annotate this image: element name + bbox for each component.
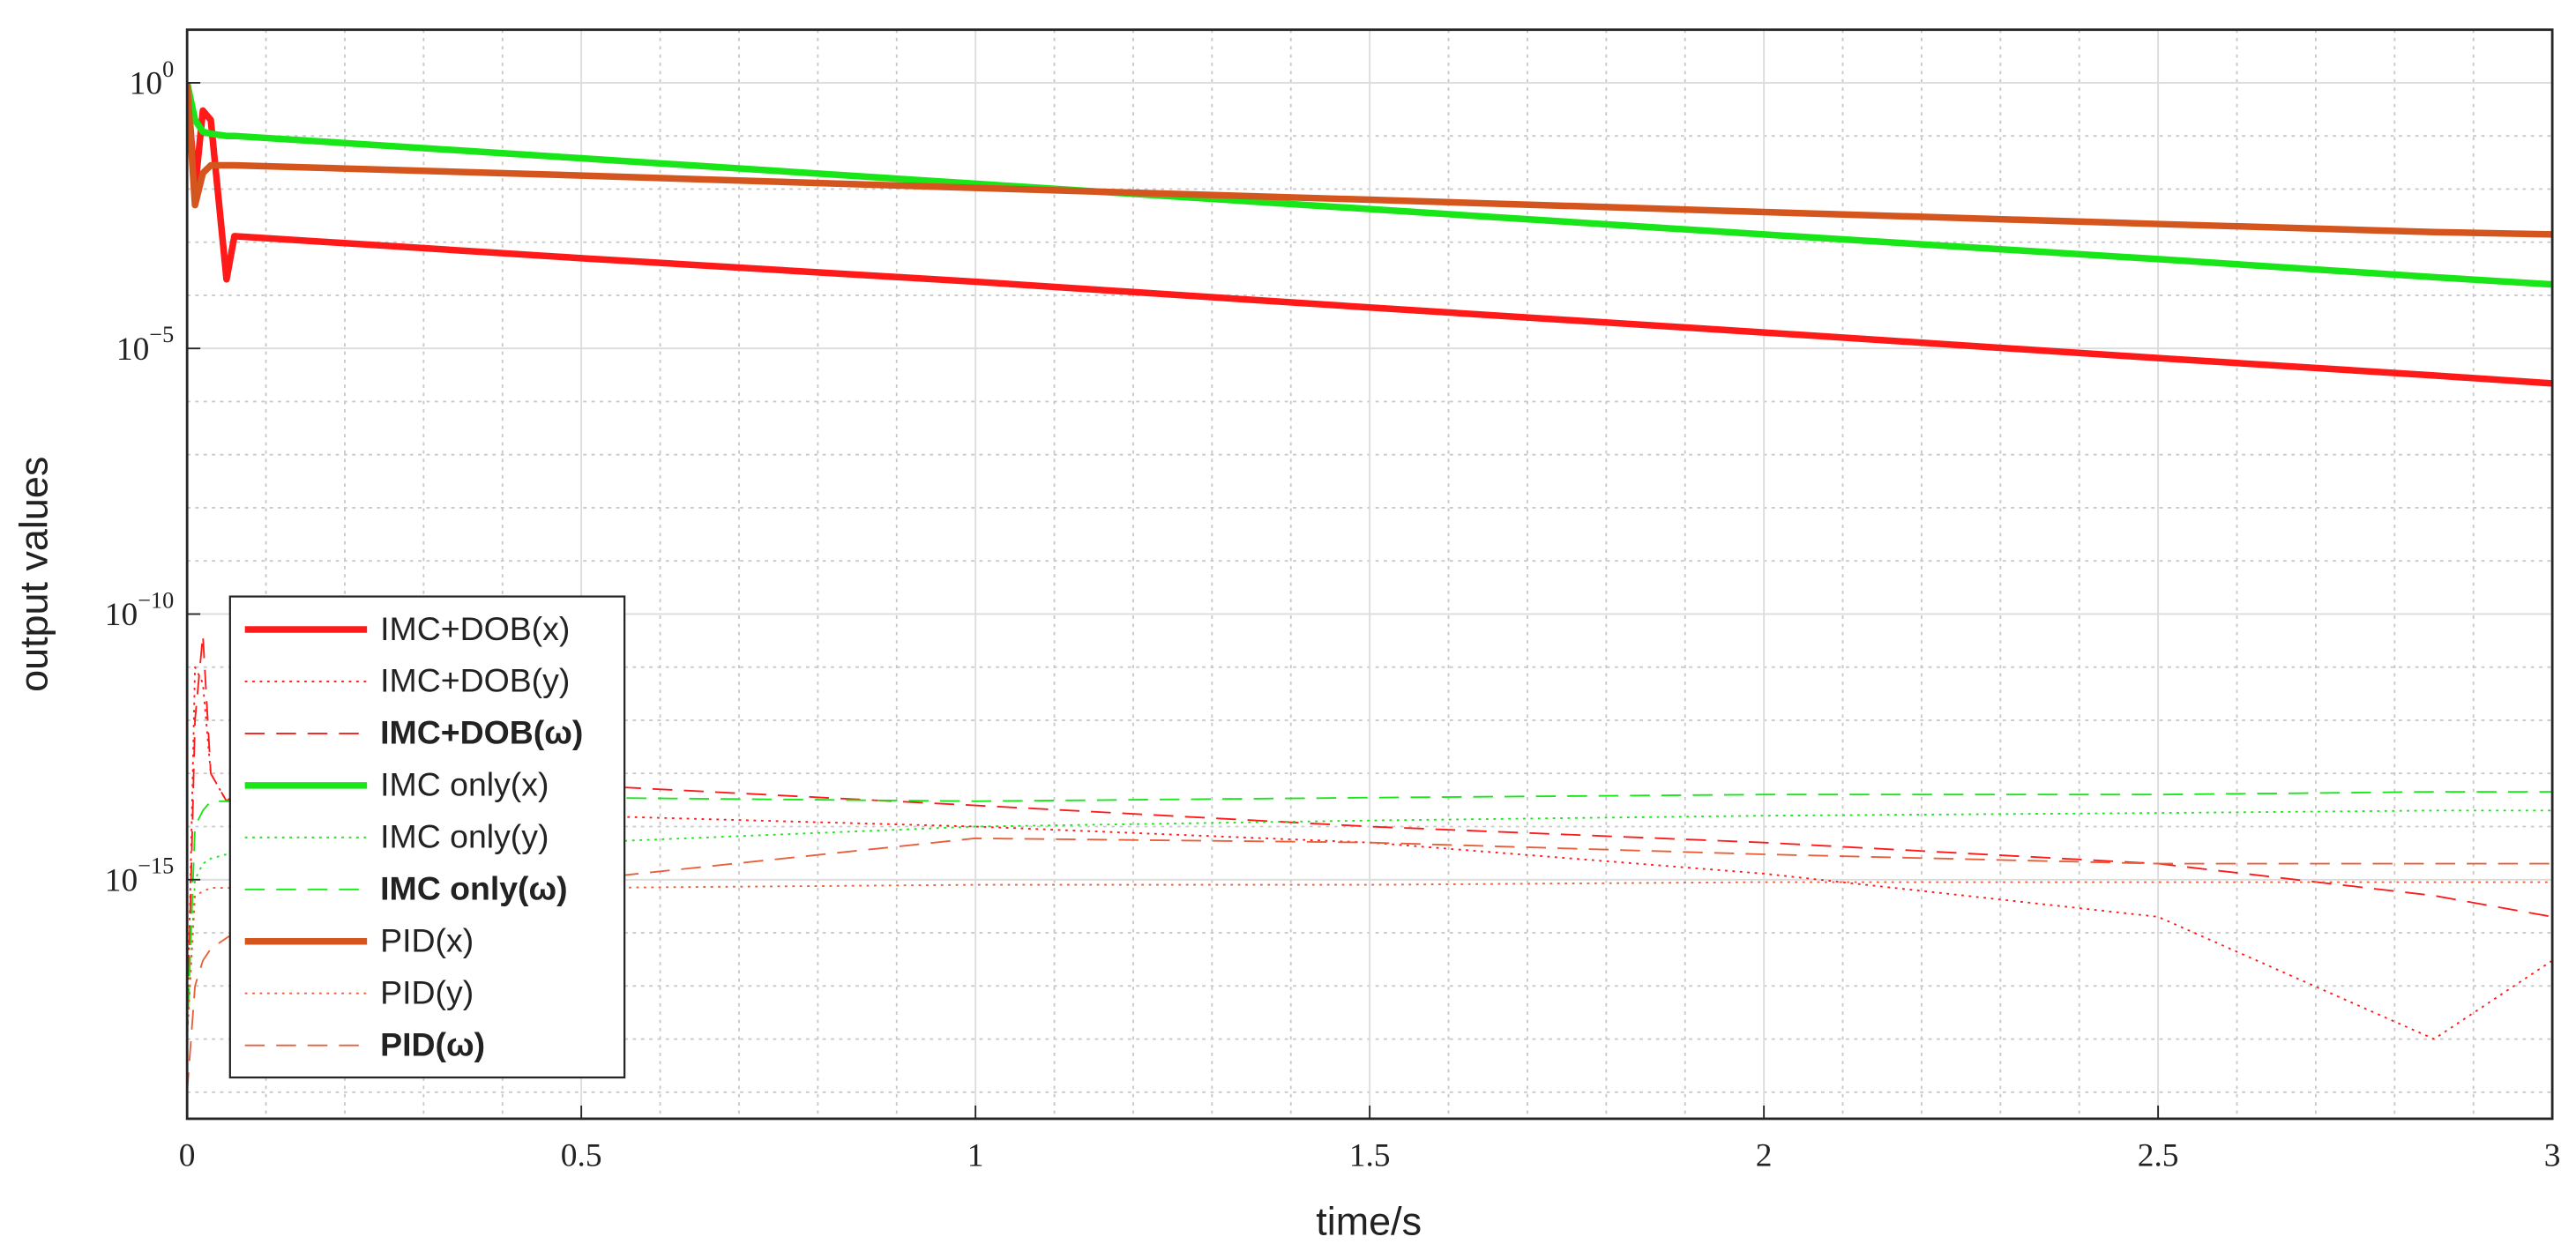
y-tick-label: 10−5 bbox=[116, 322, 174, 367]
legend-label: IMC+DOB(y) bbox=[380, 662, 570, 699]
x-tick-label: 2 bbox=[1756, 1137, 1773, 1173]
x-tick-label: 2.5 bbox=[2138, 1137, 2179, 1173]
x-tick-label: 0.5 bbox=[561, 1137, 602, 1173]
legend-label: IMC+DOB(ω) bbox=[380, 714, 583, 751]
legend-label: PID(ω) bbox=[380, 1025, 485, 1062]
y-tick-label: 100 bbox=[130, 56, 175, 101]
series-line bbox=[187, 82, 2553, 288]
x-tick-label: 1.5 bbox=[1349, 1137, 1391, 1173]
legend-label: PID(x) bbox=[380, 921, 474, 958]
legend-label: IMC only(y) bbox=[380, 818, 549, 855]
y-tick-label: 10−15 bbox=[105, 853, 174, 898]
x-tick-label: 0 bbox=[179, 1137, 196, 1173]
legend-label: IMC+DOB(x) bbox=[380, 610, 570, 647]
legend-label: IMC only(x) bbox=[380, 766, 549, 803]
y-tick-label: 10−10 bbox=[105, 587, 174, 632]
series-line bbox=[187, 82, 2553, 238]
legend-label: IMC only(ω) bbox=[380, 870, 567, 907]
x-tick-label: 1 bbox=[967, 1137, 984, 1173]
legend-label: PID(y) bbox=[380, 973, 474, 1010]
legend: IMC+DOB(x) IMC+DOB(y) IMC+DOB(ω) IMC only(x… bbox=[228, 595, 626, 1079]
x-tick-label: 3 bbox=[2544, 1137, 2561, 1173]
legend-box bbox=[228, 595, 626, 1079]
y-axis-label: output values bbox=[11, 457, 56, 692]
series-line bbox=[187, 837, 2553, 1092]
ticks: 0 0.5 1 1.5 2 2.5 3 10−15 10−10 10−5 100 bbox=[105, 56, 2561, 1174]
x-axis-label: time/s bbox=[1316, 1199, 1422, 1244]
series-line bbox=[187, 82, 2553, 387]
